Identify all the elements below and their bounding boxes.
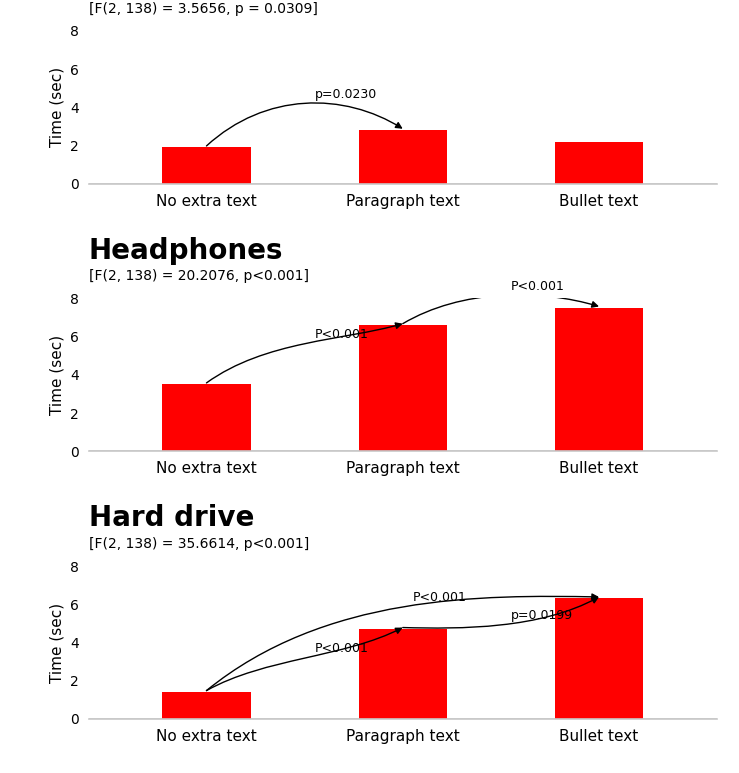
Bar <box>163 148 251 184</box>
Text: p=0.0199: p=0.0199 <box>511 609 573 622</box>
FancyArrowPatch shape <box>403 295 598 324</box>
FancyArrowPatch shape <box>206 594 598 690</box>
Text: p=0.0230: p=0.0230 <box>314 87 377 100</box>
Text: [F(2, 138) = 35.6614, p<0.001]: [F(2, 138) = 35.6614, p<0.001] <box>89 536 309 550</box>
Bar <box>358 325 447 451</box>
Bar <box>163 384 251 451</box>
Text: [F(2, 138) = 20.2076, p<0.001]: [F(2, 138) = 20.2076, p<0.001] <box>89 269 309 283</box>
Bar <box>555 308 643 451</box>
Bar <box>163 692 251 719</box>
Bar <box>358 131 447 184</box>
Text: Headphones: Headphones <box>89 237 283 265</box>
Y-axis label: Time (sec): Time (sec) <box>50 67 64 148</box>
Text: Hard drive: Hard drive <box>89 504 254 533</box>
Text: P<0.001: P<0.001 <box>412 591 466 604</box>
Text: [F(2, 138) = 3.5656, p = 0.0309]: [F(2, 138) = 3.5656, p = 0.0309] <box>89 2 318 15</box>
Bar <box>555 141 643 184</box>
Bar <box>555 598 643 719</box>
Text: P<0.001: P<0.001 <box>511 280 565 293</box>
Y-axis label: Time (sec): Time (sec) <box>50 335 64 415</box>
FancyArrowPatch shape <box>206 628 401 690</box>
Y-axis label: Time (sec): Time (sec) <box>50 602 64 683</box>
Text: P<0.001: P<0.001 <box>314 642 368 656</box>
Bar <box>358 629 447 719</box>
FancyArrowPatch shape <box>206 103 401 146</box>
FancyArrowPatch shape <box>206 323 401 383</box>
Text: P<0.001: P<0.001 <box>314 328 368 341</box>
FancyArrowPatch shape <box>403 598 598 628</box>
